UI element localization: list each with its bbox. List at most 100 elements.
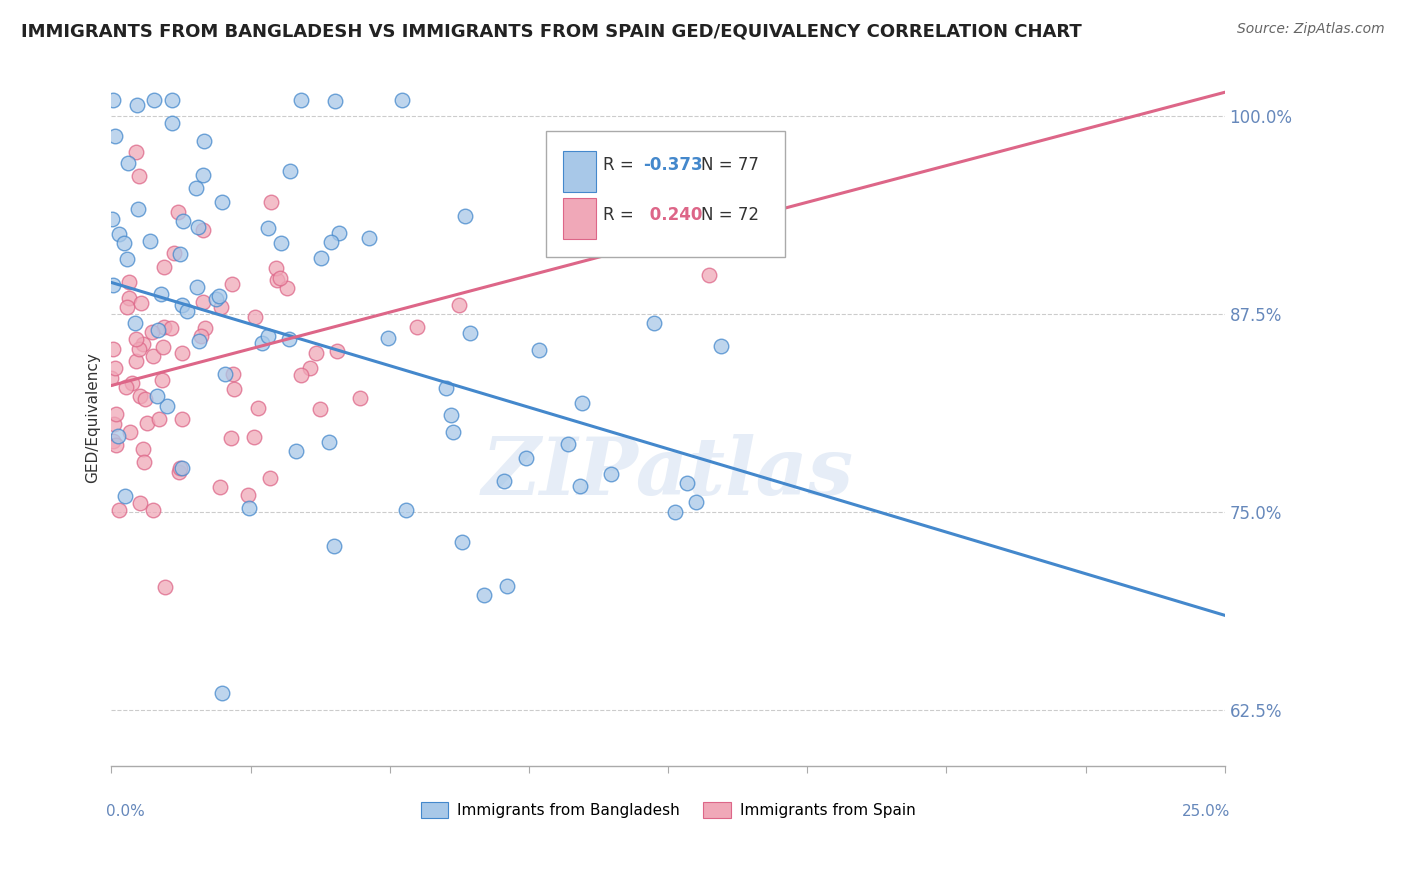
Point: [260, 195, 283, 210]
Point: [515, 450, 537, 465]
Point: [447, 297, 470, 311]
Point: [176, 303, 198, 318]
Point: [440, 408, 463, 422]
Point: [259, 471, 281, 485]
Point: [209, 300, 232, 314]
Point: [160, 116, 183, 130]
Point: [209, 480, 232, 494]
Point: [105, 407, 128, 421]
Point: [121, 376, 143, 390]
Point: [494, 474, 516, 488]
Point: [172, 214, 194, 228]
Text: 25.0%: 25.0%: [1182, 805, 1230, 819]
Text: IMMIGRANTS FROM BANGLADESH VS IMMIGRANTS FROM SPAIN GED/EQUIVALENCY CORRELATION : IMMIGRANTS FROM BANGLADESH VS IMMIGRANTS…: [21, 22, 1081, 40]
Point: [142, 349, 165, 363]
Point: [256, 221, 278, 235]
Point: [221, 431, 243, 445]
Point: [125, 353, 148, 368]
Point: [153, 580, 176, 594]
Point: [193, 223, 215, 237]
Point: [169, 461, 191, 475]
Point: [193, 134, 215, 148]
Point: [277, 332, 299, 346]
Point: [169, 465, 191, 479]
Point: [211, 194, 233, 209]
Point: [377, 331, 399, 345]
Point: [323, 94, 346, 108]
Point: [115, 252, 138, 266]
Point: [100, 370, 122, 384]
FancyBboxPatch shape: [564, 151, 596, 192]
Point: [434, 381, 457, 395]
Point: [139, 234, 162, 248]
Point: [142, 93, 165, 107]
Text: ZIPatlas: ZIPatlas: [482, 434, 853, 512]
Point: [172, 461, 194, 475]
Point: [290, 368, 312, 382]
Point: [685, 495, 707, 509]
Point: [568, 479, 591, 493]
Point: [290, 93, 312, 107]
Point: [125, 97, 148, 112]
Point: [193, 294, 215, 309]
Point: [187, 220, 209, 235]
Point: [184, 181, 207, 195]
Point: [108, 502, 131, 516]
Point: [245, 310, 267, 324]
Point: [107, 429, 129, 443]
Point: [309, 401, 332, 416]
Point: [124, 145, 146, 159]
Text: N = 72: N = 72: [702, 206, 759, 224]
Point: [153, 260, 176, 275]
Point: [103, 417, 125, 431]
Point: [104, 129, 127, 144]
Text: 0.0%: 0.0%: [105, 805, 145, 819]
Point: [193, 168, 215, 182]
Point: [153, 320, 176, 334]
Point: [557, 437, 579, 451]
Point: [148, 412, 170, 426]
Point: [167, 204, 190, 219]
Point: [676, 475, 699, 490]
Point: [328, 226, 350, 240]
Point: [451, 534, 474, 549]
Point: [405, 319, 427, 334]
Point: [159, 321, 181, 335]
Point: [309, 251, 332, 265]
Point: [170, 411, 193, 425]
Point: [127, 202, 149, 216]
Point: [187, 334, 209, 349]
Point: [129, 496, 152, 510]
FancyBboxPatch shape: [546, 131, 785, 257]
Point: [128, 343, 150, 357]
Point: [115, 301, 138, 315]
Point: [616, 206, 638, 220]
Point: [208, 289, 231, 303]
Point: [129, 295, 152, 310]
Point: [101, 278, 124, 293]
Point: [496, 579, 519, 593]
Point: [441, 425, 464, 439]
Point: [326, 344, 349, 359]
Legend: Immigrants from Bangladesh, Immigrants from Spain: Immigrants from Bangladesh, Immigrants f…: [415, 797, 921, 824]
Point: [134, 455, 156, 469]
Text: R =: R =: [603, 206, 634, 224]
Point: [697, 268, 720, 283]
Point: [664, 505, 686, 519]
Point: [323, 539, 346, 553]
Point: [112, 236, 135, 251]
Point: [276, 281, 298, 295]
Point: [125, 332, 148, 346]
Point: [194, 321, 217, 335]
Point: [270, 236, 292, 251]
Point: [101, 212, 124, 227]
Point: [264, 261, 287, 276]
Point: [318, 434, 340, 449]
Text: N = 77: N = 77: [702, 156, 759, 174]
Point: [571, 396, 593, 410]
Point: [101, 434, 124, 449]
Point: [128, 389, 150, 403]
Point: [160, 93, 183, 107]
Point: [242, 430, 264, 444]
Point: [269, 271, 291, 285]
